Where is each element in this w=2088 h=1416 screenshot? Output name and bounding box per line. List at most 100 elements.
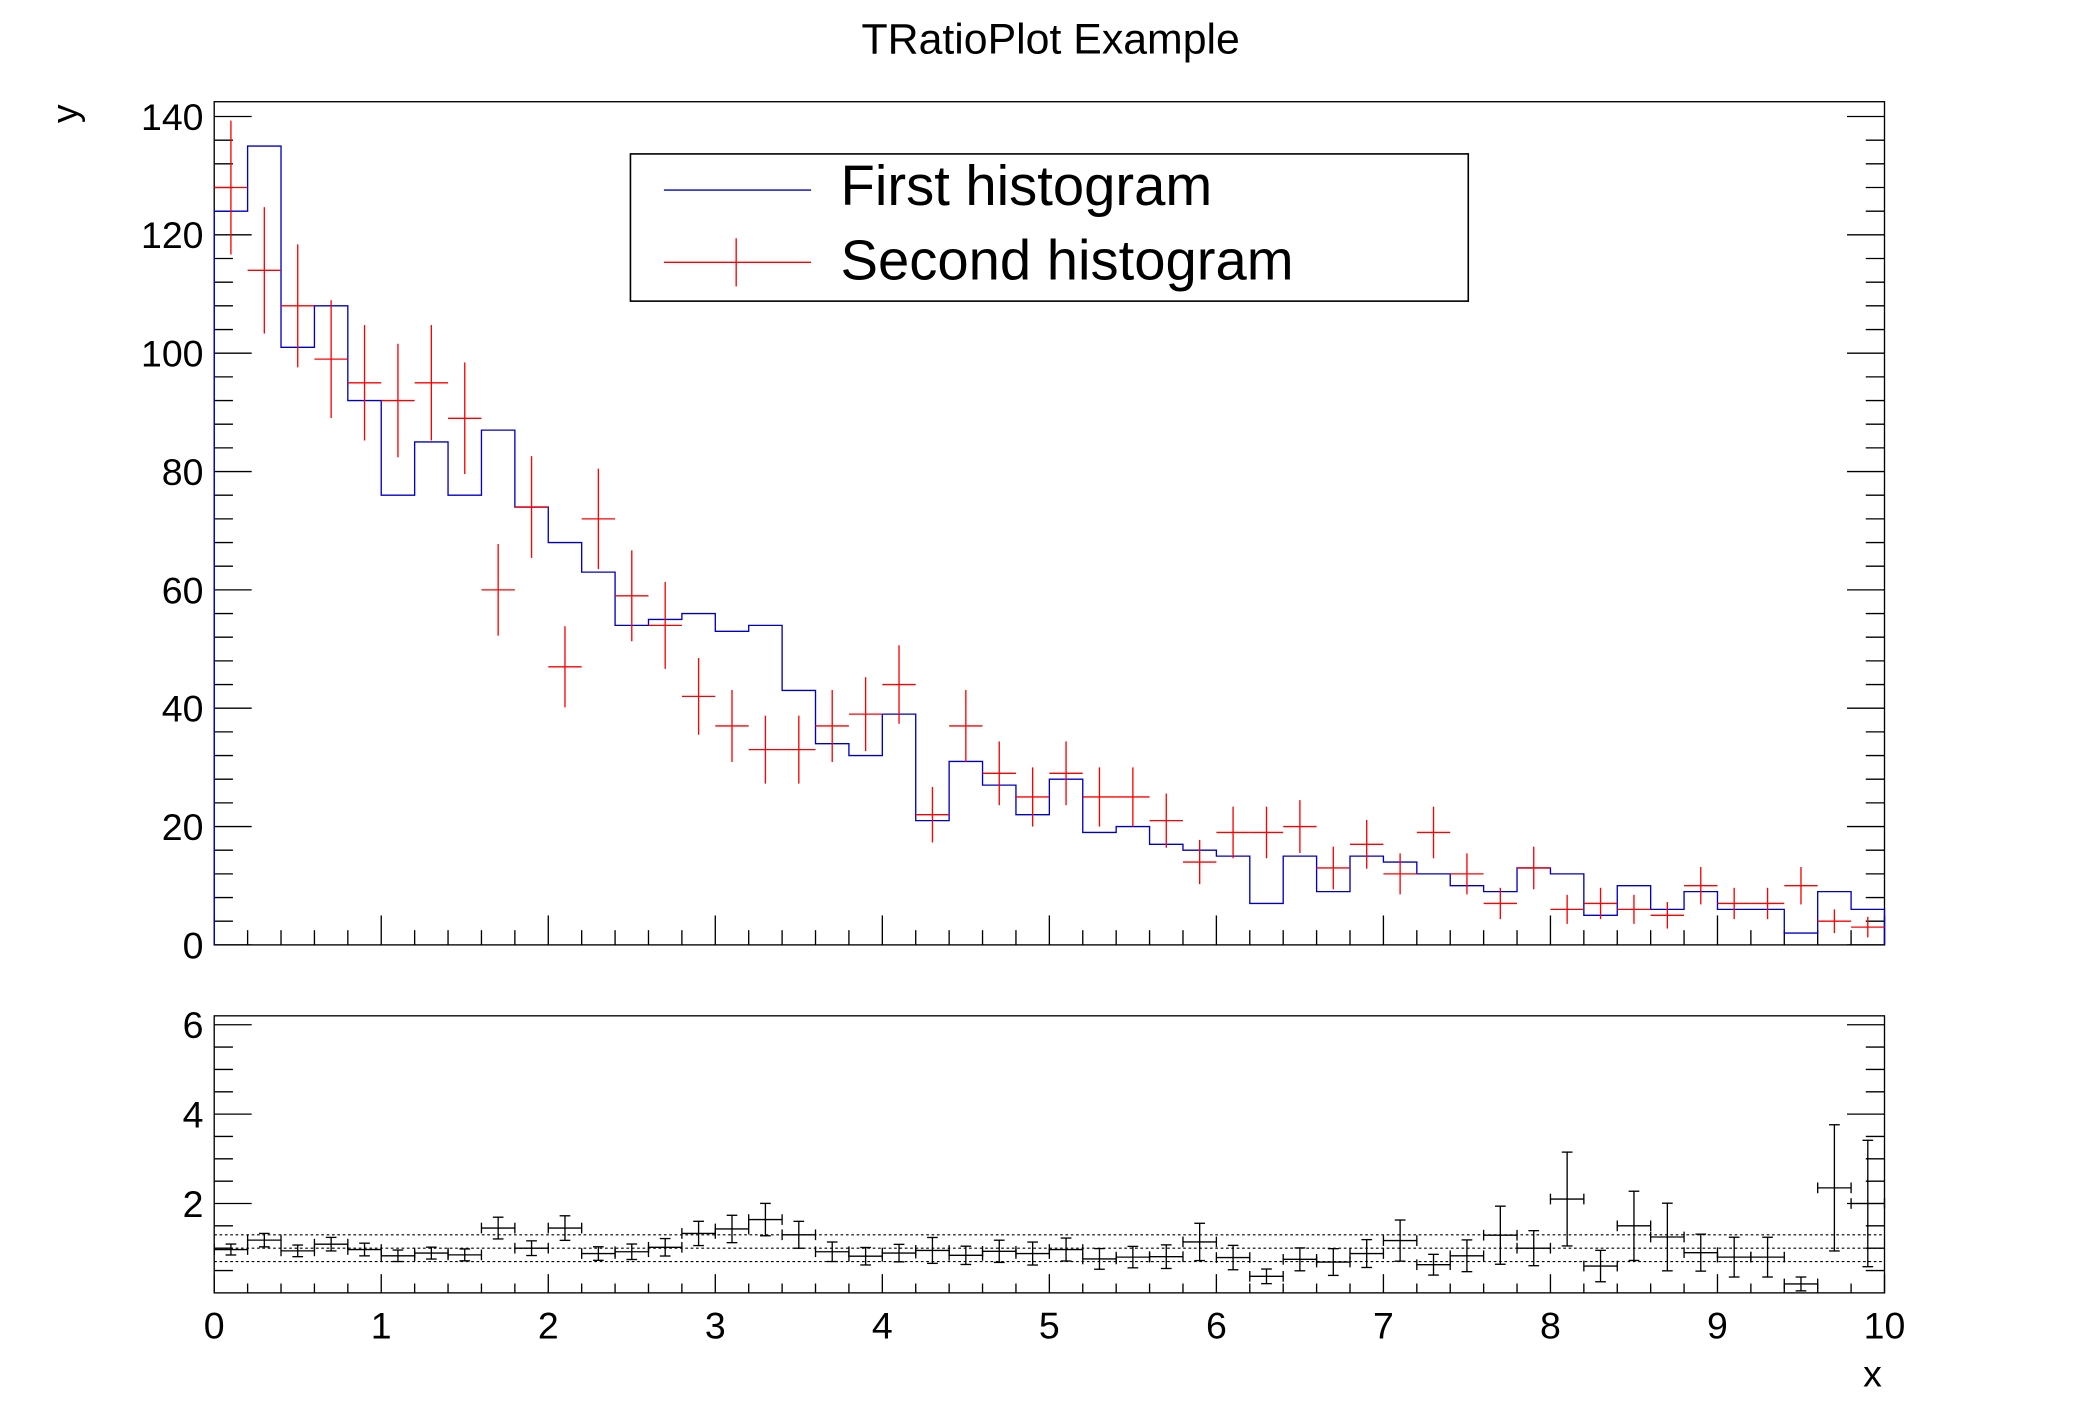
upper-y-tick-label: 60 <box>162 569 204 611</box>
second-histogram-point <box>1817 909 1852 934</box>
second-histogram-point <box>882 645 916 724</box>
ratio-point <box>547 1215 583 1242</box>
second-histogram-point <box>1483 887 1518 920</box>
ratio-point <box>1315 1247 1351 1277</box>
second-histogram-point <box>414 325 449 441</box>
upper-y-tick-label: 0 <box>183 924 204 966</box>
second-histogram-point <box>1717 887 1751 920</box>
ratio-point <box>1349 1238 1385 1269</box>
legend-box <box>629 153 1470 302</box>
second-histogram-point <box>1684 867 1718 905</box>
x-tick-label: 5 <box>1039 1304 1060 1346</box>
second-histogram-point <box>1784 867 1818 905</box>
ratio-point <box>981 1239 1017 1264</box>
second-histogram-point <box>815 689 849 762</box>
ratio-point <box>1082 1247 1117 1270</box>
x-tick-label: 10 <box>1864 1304 1906 1346</box>
ratio-point <box>447 1248 483 1262</box>
ratio-point <box>1649 1202 1685 1272</box>
ratio-y-tick-label: 4 <box>183 1094 204 1136</box>
chart-title: TRatioPlot Example <box>862 16 1240 64</box>
second-histogram-point <box>1082 767 1117 827</box>
ratio-point <box>848 1246 883 1266</box>
second-histogram-point <box>1283 800 1317 854</box>
second-histogram-point <box>1249 806 1284 859</box>
second-histogram-point <box>1216 806 1250 859</box>
ratio-point <box>781 1220 817 1249</box>
second-histogram-point <box>381 343 415 458</box>
second-histogram-point <box>314 300 348 418</box>
ratio-point <box>681 1220 716 1247</box>
second-histogram-point <box>247 207 282 334</box>
ratio-point <box>347 1242 382 1257</box>
second-histogram-point <box>347 325 382 441</box>
second-histogram-point <box>481 544 515 636</box>
second-histogram-point <box>681 658 716 735</box>
ratio-point <box>1482 1205 1518 1265</box>
first-histogram-step-line <box>213 145 1886 945</box>
second-histogram-point <box>1015 767 1050 827</box>
second-histogram-point <box>715 689 749 762</box>
second-histogram-point <box>848 677 883 752</box>
ratio-point <box>1282 1247 1318 1272</box>
ratio-point <box>1583 1249 1618 1283</box>
ratio-point <box>280 1244 316 1258</box>
upper-y-tick-label: 100 <box>141 333 204 375</box>
second-histogram-point <box>1750 887 1785 920</box>
ratio-point <box>1549 1151 1585 1247</box>
ratio-y-tick-label: 2 <box>183 1183 204 1225</box>
ratio-point <box>1048 1237 1084 1262</box>
legend-first-label: First histogram <box>841 154 1213 217</box>
second-histogram-point <box>748 715 783 784</box>
upper-y-tick-label: 120 <box>141 214 204 256</box>
second-histogram-point <box>1316 846 1351 890</box>
ratio-point <box>1783 1276 1819 1292</box>
x-tick-label: 8 <box>1540 1304 1561 1346</box>
ratio-point <box>1115 1245 1151 1269</box>
legend-second-label: Second histogram <box>841 229 1294 292</box>
ratio-point <box>514 1240 549 1257</box>
ratio-point <box>1750 1236 1785 1278</box>
upper-y-tick-label: 40 <box>162 688 204 730</box>
second-histogram-point <box>1116 767 1150 827</box>
ratio-point <box>213 1243 249 1256</box>
ratio-point <box>748 1202 783 1237</box>
second-histogram-point <box>1617 894 1651 924</box>
x-tick-label: 6 <box>1206 1304 1227 1346</box>
ratio-point <box>714 1214 750 1244</box>
second-histogram-point <box>514 456 549 558</box>
ratio-point <box>480 1216 516 1240</box>
ratio-point <box>814 1241 850 1263</box>
upper-y-tick-label: 20 <box>162 806 204 848</box>
ratio-point <box>1382 1219 1418 1262</box>
ratio-point <box>246 1232 282 1248</box>
ratio-point <box>1249 1268 1284 1285</box>
second-histogram-point <box>548 626 582 708</box>
ratio-point <box>380 1249 416 1263</box>
ratio-point <box>581 1246 616 1262</box>
ratio-point <box>1449 1239 1485 1273</box>
ratio-point <box>881 1243 917 1263</box>
second-histogram-point <box>1416 806 1451 859</box>
upper-y-tick-label: 80 <box>162 451 204 493</box>
ratio-point <box>1616 1190 1652 1262</box>
second-histogram-point <box>915 786 950 843</box>
second-histogram-point <box>1517 846 1551 890</box>
second-histogram-point <box>615 550 649 642</box>
ratio-point <box>1182 1222 1218 1262</box>
second-histogram-point <box>1550 894 1584 924</box>
second-histogram-point <box>1049 741 1083 806</box>
ratio-point <box>1148 1244 1184 1270</box>
second-histogram-point <box>982 741 1016 806</box>
ratio-point <box>313 1236 349 1252</box>
second-histogram-point <box>949 689 983 762</box>
x-tick-label: 3 <box>705 1304 726 1346</box>
ratio-point <box>1850 1139 1886 1268</box>
ratio-point <box>1683 1233 1719 1272</box>
second-histogram-point <box>782 715 816 784</box>
ratio-point <box>1416 1253 1451 1276</box>
second-histogram-point <box>1450 853 1484 895</box>
ratio-point <box>614 1243 650 1261</box>
second-histogram-point <box>1650 902 1685 929</box>
